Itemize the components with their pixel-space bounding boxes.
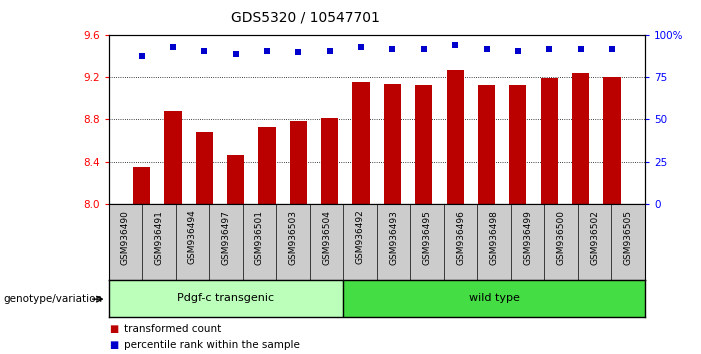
Text: GSM936503: GSM936503	[289, 210, 297, 265]
Point	[355, 44, 367, 50]
Text: GSM936502: GSM936502	[590, 210, 599, 264]
Point	[230, 51, 241, 57]
Text: Pdgf-c transgenic: Pdgf-c transgenic	[177, 293, 275, 303]
Text: GSM936496: GSM936496	[456, 210, 465, 264]
Point	[418, 46, 430, 52]
Point	[606, 46, 618, 52]
Bar	[353, 82, 369, 204]
Text: ■: ■	[109, 324, 118, 333]
Bar	[321, 119, 339, 204]
Text: GSM936505: GSM936505	[624, 210, 633, 265]
Bar	[415, 85, 433, 204]
Text: GSM936491: GSM936491	[154, 210, 163, 264]
Bar	[196, 132, 213, 204]
Text: GDS5320 / 10547701: GDS5320 / 10547701	[231, 11, 380, 25]
Point	[168, 44, 179, 50]
Text: wild type: wild type	[469, 293, 519, 303]
Point	[512, 48, 524, 53]
Point	[449, 43, 461, 48]
Bar	[447, 70, 464, 204]
Text: GSM936504: GSM936504	[322, 210, 331, 264]
Bar	[540, 79, 558, 204]
Text: GSM936490: GSM936490	[121, 210, 130, 264]
Bar	[133, 167, 150, 204]
Point	[261, 48, 273, 53]
Text: genotype/variation: genotype/variation	[4, 294, 102, 304]
Text: GSM936492: GSM936492	[355, 210, 365, 264]
Text: GSM936501: GSM936501	[255, 210, 264, 265]
Point	[575, 46, 586, 52]
Text: GSM936500: GSM936500	[557, 210, 566, 265]
Point	[324, 48, 335, 53]
Text: percentile rank within the sample: percentile rank within the sample	[124, 340, 300, 350]
Bar	[259, 127, 275, 204]
Text: GSM936494: GSM936494	[188, 210, 197, 264]
Point	[136, 53, 147, 58]
Bar	[164, 111, 182, 204]
Point	[387, 46, 398, 52]
Point	[293, 50, 304, 55]
Text: ■: ■	[109, 340, 118, 350]
Point	[199, 48, 210, 53]
Point	[543, 46, 554, 52]
Bar	[384, 84, 401, 204]
Bar	[227, 155, 245, 204]
Bar	[509, 85, 526, 204]
Text: GSM936497: GSM936497	[222, 210, 231, 264]
Text: transformed count: transformed count	[124, 324, 222, 333]
Bar	[290, 120, 307, 204]
Bar	[572, 73, 590, 204]
Text: GSM936493: GSM936493	[389, 210, 398, 264]
Bar	[604, 78, 620, 204]
Text: GSM936499: GSM936499	[523, 210, 532, 264]
Text: GSM936495: GSM936495	[423, 210, 432, 264]
Text: GSM936498: GSM936498	[489, 210, 498, 264]
Point	[481, 46, 492, 52]
Bar	[478, 85, 495, 204]
